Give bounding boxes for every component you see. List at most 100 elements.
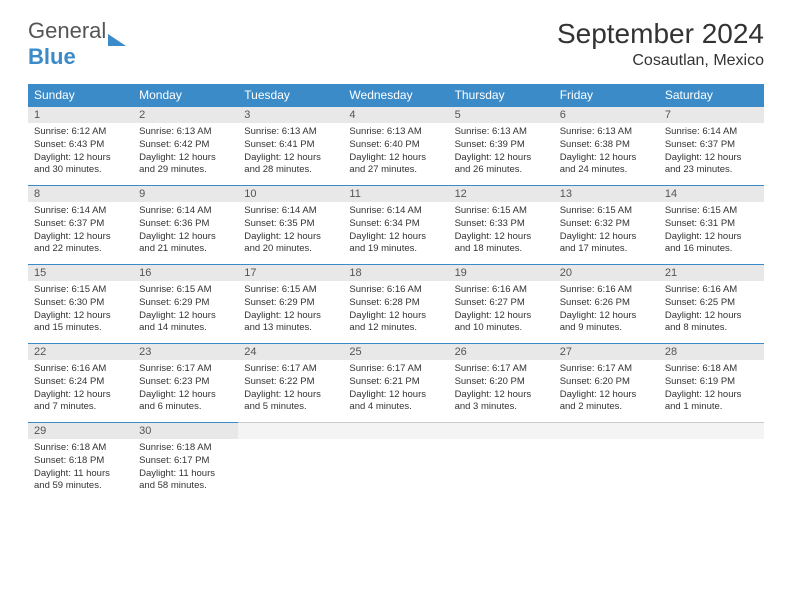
- calendar-table: SundayMondayTuesdayWednesdayThursdayFrid…: [28, 84, 764, 501]
- day-number: 27: [554, 343, 659, 360]
- day-number: 7: [659, 106, 764, 123]
- day-number: 5: [449, 106, 554, 123]
- day-cell: 12Sunrise: 6:15 AMSunset: 6:33 PMDayligh…: [449, 185, 554, 264]
- day-number: 4: [343, 106, 448, 123]
- day-details: Sunrise: 6:17 AMSunset: 6:22 PMDaylight:…: [238, 360, 343, 422]
- day-cell: 10Sunrise: 6:14 AMSunset: 6:35 PMDayligh…: [238, 185, 343, 264]
- day-details: Sunrise: 6:16 AMSunset: 6:26 PMDaylight:…: [554, 281, 659, 343]
- day-details: Sunrise: 6:16 AMSunset: 6:25 PMDaylight:…: [659, 281, 764, 343]
- day-cell: 20Sunrise: 6:16 AMSunset: 6:26 PMDayligh…: [554, 264, 659, 343]
- day-number: 21: [659, 264, 764, 281]
- weekday-header: Tuesday: [238, 84, 343, 106]
- day-number: 12: [449, 185, 554, 202]
- location-label: Cosautlan, Mexico: [557, 52, 764, 70]
- day-cell: 4Sunrise: 6:13 AMSunset: 6:40 PMDaylight…: [343, 106, 448, 185]
- empty-cell: [449, 422, 554, 501]
- brand-text: General Blue: [28, 18, 106, 70]
- day-number: 17: [238, 264, 343, 281]
- day-cell: 13Sunrise: 6:15 AMSunset: 6:32 PMDayligh…: [554, 185, 659, 264]
- day-number: 20: [554, 264, 659, 281]
- day-details: Sunrise: 6:14 AMSunset: 6:37 PMDaylight:…: [28, 202, 133, 264]
- day-number: 30: [133, 422, 238, 439]
- day-details: Sunrise: 6:13 AMSunset: 6:42 PMDaylight:…: [133, 123, 238, 185]
- day-details: Sunrise: 6:13 AMSunset: 6:40 PMDaylight:…: [343, 123, 448, 185]
- day-cell: 2Sunrise: 6:13 AMSunset: 6:42 PMDaylight…: [133, 106, 238, 185]
- title-block: September 2024 Cosautlan, Mexico: [557, 18, 764, 70]
- day-cell: 27Sunrise: 6:17 AMSunset: 6:20 PMDayligh…: [554, 343, 659, 422]
- weekday-header: Wednesday: [343, 84, 448, 106]
- day-details: Sunrise: 6:12 AMSunset: 6:43 PMDaylight:…: [28, 123, 133, 185]
- day-details: Sunrise: 6:13 AMSunset: 6:39 PMDaylight:…: [449, 123, 554, 185]
- day-details: Sunrise: 6:15 AMSunset: 6:33 PMDaylight:…: [449, 202, 554, 264]
- day-number: 1: [28, 106, 133, 123]
- day-number: 6: [554, 106, 659, 123]
- empty-cell: [343, 422, 448, 501]
- day-number: 11: [343, 185, 448, 202]
- day-cell: 3Sunrise: 6:13 AMSunset: 6:41 PMDaylight…: [238, 106, 343, 185]
- day-number: 9: [133, 185, 238, 202]
- day-details: Sunrise: 6:16 AMSunset: 6:27 PMDaylight:…: [449, 281, 554, 343]
- day-details: Sunrise: 6:15 AMSunset: 6:30 PMDaylight:…: [28, 281, 133, 343]
- day-cell: 22Sunrise: 6:16 AMSunset: 6:24 PMDayligh…: [28, 343, 133, 422]
- day-details: Sunrise: 6:13 AMSunset: 6:41 PMDaylight:…: [238, 123, 343, 185]
- day-number: 8: [28, 185, 133, 202]
- day-cell: 26Sunrise: 6:17 AMSunset: 6:20 PMDayligh…: [449, 343, 554, 422]
- weekday-header: Thursday: [449, 84, 554, 106]
- brand-name2: Blue: [28, 44, 76, 69]
- day-number: 14: [659, 185, 764, 202]
- weekday-header: Friday: [554, 84, 659, 106]
- day-cell: 19Sunrise: 6:16 AMSunset: 6:27 PMDayligh…: [449, 264, 554, 343]
- day-cell: 7Sunrise: 6:14 AMSunset: 6:37 PMDaylight…: [659, 106, 764, 185]
- day-cell: 11Sunrise: 6:14 AMSunset: 6:34 PMDayligh…: [343, 185, 448, 264]
- day-details: Sunrise: 6:17 AMSunset: 6:20 PMDaylight:…: [554, 360, 659, 422]
- day-details: Sunrise: 6:17 AMSunset: 6:23 PMDaylight:…: [133, 360, 238, 422]
- day-cell: 18Sunrise: 6:16 AMSunset: 6:28 PMDayligh…: [343, 264, 448, 343]
- day-cell: 17Sunrise: 6:15 AMSunset: 6:29 PMDayligh…: [238, 264, 343, 343]
- day-cell: 23Sunrise: 6:17 AMSunset: 6:23 PMDayligh…: [133, 343, 238, 422]
- day-details: Sunrise: 6:15 AMSunset: 6:31 PMDaylight:…: [659, 202, 764, 264]
- day-number: 3: [238, 106, 343, 123]
- brand-name1: General: [28, 18, 106, 43]
- day-details: Sunrise: 6:17 AMSunset: 6:21 PMDaylight:…: [343, 360, 448, 422]
- weekday-header: Monday: [133, 84, 238, 106]
- day-cell: 30Sunrise: 6:18 AMSunset: 6:17 PMDayligh…: [133, 422, 238, 501]
- day-number: 16: [133, 264, 238, 281]
- day-details: Sunrise: 6:14 AMSunset: 6:34 PMDaylight:…: [343, 202, 448, 264]
- day-details: Sunrise: 6:16 AMSunset: 6:24 PMDaylight:…: [28, 360, 133, 422]
- month-title: September 2024: [557, 18, 764, 50]
- day-cell: 21Sunrise: 6:16 AMSunset: 6:25 PMDayligh…: [659, 264, 764, 343]
- brand-logo: General Blue: [28, 18, 126, 70]
- day-details: Sunrise: 6:14 AMSunset: 6:36 PMDaylight:…: [133, 202, 238, 264]
- empty-cell: [238, 422, 343, 501]
- day-details: Sunrise: 6:17 AMSunset: 6:20 PMDaylight:…: [449, 360, 554, 422]
- day-cell: 14Sunrise: 6:15 AMSunset: 6:31 PMDayligh…: [659, 185, 764, 264]
- day-cell: 8Sunrise: 6:14 AMSunset: 6:37 PMDaylight…: [28, 185, 133, 264]
- day-cell: 25Sunrise: 6:17 AMSunset: 6:21 PMDayligh…: [343, 343, 448, 422]
- day-cell: 5Sunrise: 6:13 AMSunset: 6:39 PMDaylight…: [449, 106, 554, 185]
- day-details: Sunrise: 6:18 AMSunset: 6:19 PMDaylight:…: [659, 360, 764, 422]
- day-cell: 9Sunrise: 6:14 AMSunset: 6:36 PMDaylight…: [133, 185, 238, 264]
- day-number: 28: [659, 343, 764, 360]
- weekday-header: Sunday: [28, 84, 133, 106]
- day-details: Sunrise: 6:14 AMSunset: 6:37 PMDaylight:…: [659, 123, 764, 185]
- empty-cell: [554, 422, 659, 501]
- day-number: 2: [133, 106, 238, 123]
- day-number: 18: [343, 264, 448, 281]
- day-details: Sunrise: 6:18 AMSunset: 6:17 PMDaylight:…: [133, 439, 238, 501]
- day-details: Sunrise: 6:16 AMSunset: 6:28 PMDaylight:…: [343, 281, 448, 343]
- day-details: Sunrise: 6:18 AMSunset: 6:18 PMDaylight:…: [28, 439, 133, 501]
- day-number: 19: [449, 264, 554, 281]
- day-number: 15: [28, 264, 133, 281]
- day-cell: 15Sunrise: 6:15 AMSunset: 6:30 PMDayligh…: [28, 264, 133, 343]
- day-number: 22: [28, 343, 133, 360]
- day-details: Sunrise: 6:15 AMSunset: 6:32 PMDaylight:…: [554, 202, 659, 264]
- day-number: 26: [449, 343, 554, 360]
- day-cell: 28Sunrise: 6:18 AMSunset: 6:19 PMDayligh…: [659, 343, 764, 422]
- day-cell: 1Sunrise: 6:12 AMSunset: 6:43 PMDaylight…: [28, 106, 133, 185]
- day-cell: 29Sunrise: 6:18 AMSunset: 6:18 PMDayligh…: [28, 422, 133, 501]
- day-details: Sunrise: 6:15 AMSunset: 6:29 PMDaylight:…: [238, 281, 343, 343]
- day-details: Sunrise: 6:14 AMSunset: 6:35 PMDaylight:…: [238, 202, 343, 264]
- day-number: 29: [28, 422, 133, 439]
- day-number: 25: [343, 343, 448, 360]
- day-number: 24: [238, 343, 343, 360]
